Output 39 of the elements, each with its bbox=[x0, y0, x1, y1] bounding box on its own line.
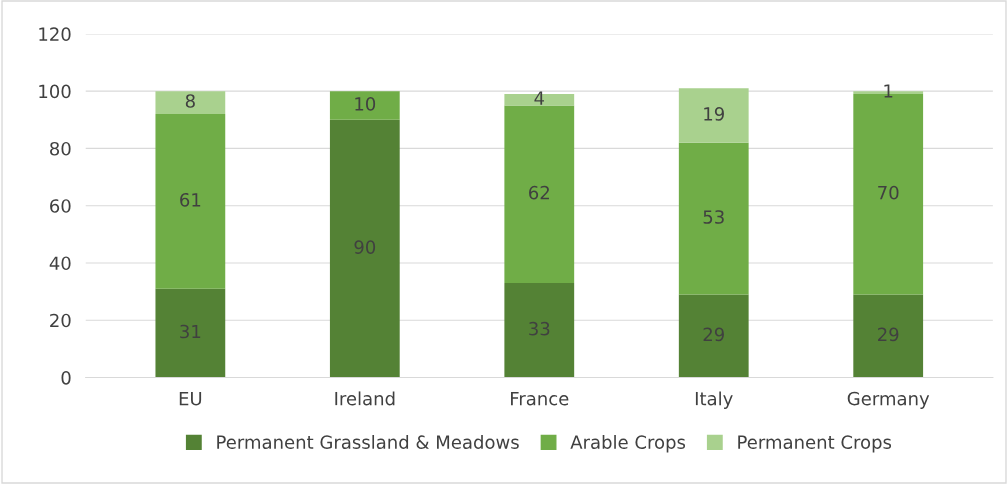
y-tick-label: 60 bbox=[50, 199, 71, 213]
data-label: 29 bbox=[703, 327, 724, 342]
data-label: 29 bbox=[878, 327, 899, 342]
y-tick-label: 80 bbox=[50, 141, 71, 156]
data-label: 8 bbox=[185, 94, 195, 108]
bar bbox=[853, 294, 924, 378]
data-label: 53 bbox=[703, 210, 724, 224]
legend-label: Permanent Crops bbox=[738, 435, 892, 453]
bar bbox=[504, 283, 575, 378]
data-label: 33 bbox=[529, 321, 550, 336]
data-label: 10 bbox=[355, 97, 376, 111]
bar bbox=[678, 88, 749, 143]
data-label: 61 bbox=[180, 192, 201, 207]
x-tick-label: France bbox=[511, 391, 569, 406]
data-label: 4 bbox=[534, 91, 545, 105]
data-label: 62 bbox=[529, 185, 549, 200]
x-tick-label: Ireland bbox=[335, 391, 395, 406]
bar bbox=[678, 294, 749, 378]
bar bbox=[329, 119, 400, 378]
x-tick-label: EU bbox=[179, 391, 202, 406]
y-tick-label: 0 bbox=[61, 370, 71, 385]
bar bbox=[155, 114, 226, 289]
x-tick-label: Italy bbox=[695, 391, 733, 409]
bar bbox=[504, 105, 575, 284]
bar bbox=[155, 91, 226, 115]
legend-label: Arable Crops bbox=[570, 435, 686, 453]
data-label: 70 bbox=[878, 185, 899, 200]
x-tick-label: Germany bbox=[847, 391, 930, 409]
y-tick-label: 20 bbox=[50, 313, 71, 328]
data-label: 90 bbox=[354, 240, 376, 254]
bar bbox=[155, 288, 226, 378]
y-tick-label: 100 bbox=[39, 84, 71, 99]
y-tick-label: 40 bbox=[49, 256, 71, 271]
bar bbox=[678, 142, 749, 295]
data-label: 19 bbox=[704, 107, 724, 121]
data-label: 31 bbox=[180, 324, 201, 339]
legend-label: Permanent Grassland & Meadows bbox=[217, 435, 519, 449]
bar bbox=[329, 91, 400, 120]
y-tick-label: 120 bbox=[39, 27, 71, 41]
